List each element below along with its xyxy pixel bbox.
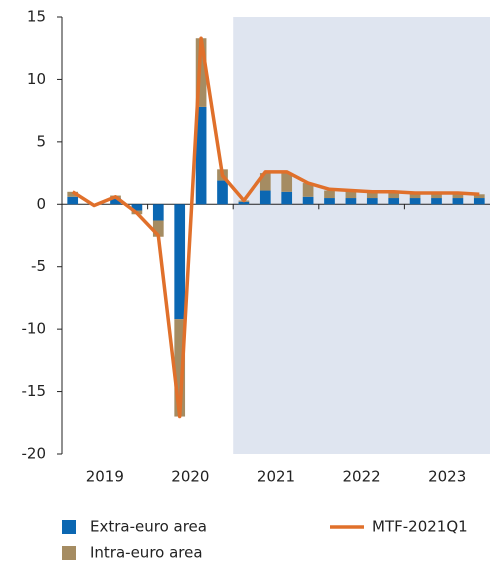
bar bbox=[345, 190, 357, 199]
projection-shade bbox=[233, 17, 490, 454]
bar bbox=[131, 204, 143, 211]
legend-swatch bbox=[62, 546, 76, 560]
x-year-label: 2022 bbox=[343, 468, 381, 486]
bar bbox=[388, 198, 400, 205]
bar bbox=[324, 198, 335, 205]
bar bbox=[473, 194, 485, 199]
bar bbox=[195, 106, 207, 205]
bar bbox=[473, 198, 485, 205]
x-year-label: 2023 bbox=[428, 468, 466, 486]
bar bbox=[324, 190, 335, 199]
y-tick-label: 5 bbox=[36, 132, 46, 150]
bar bbox=[409, 193, 421, 199]
y-tick-label: 15 bbox=[27, 8, 46, 26]
y-tick-label: -15 bbox=[22, 382, 47, 400]
y-tick-label: -20 bbox=[22, 445, 47, 463]
bar bbox=[67, 196, 79, 205]
x-year-label: 2020 bbox=[171, 468, 209, 486]
bar bbox=[152, 204, 164, 221]
x-year-label: 2021 bbox=[257, 468, 295, 486]
bar bbox=[409, 198, 421, 205]
bar bbox=[281, 191, 293, 205]
y-tick-label: 0 bbox=[36, 195, 46, 213]
y-tick-label: -10 bbox=[22, 320, 47, 338]
bar bbox=[431, 193, 442, 199]
line bbox=[71, 36, 480, 419]
bar bbox=[217, 180, 228, 205]
bar bbox=[152, 220, 164, 237]
bar bbox=[174, 319, 186, 417]
bar bbox=[195, 38, 207, 107]
bar bbox=[431, 198, 442, 205]
bar bbox=[345, 198, 357, 205]
legend-label: Intra-euro area bbox=[90, 544, 203, 562]
bar bbox=[452, 193, 464, 199]
y-tick-label: 10 bbox=[27, 70, 46, 88]
bar bbox=[174, 204, 186, 320]
legend-swatch bbox=[62, 520, 76, 534]
bar bbox=[388, 191, 400, 199]
bar bbox=[110, 198, 121, 205]
bar bbox=[366, 191, 378, 199]
bar bbox=[302, 196, 314, 205]
y-tick-label: -5 bbox=[31, 257, 46, 275]
bar bbox=[452, 198, 464, 205]
legend-label: MTF-2021Q1 bbox=[372, 518, 468, 536]
x-year-label: 2019 bbox=[86, 468, 124, 486]
bar bbox=[366, 198, 378, 205]
bar bbox=[302, 183, 314, 197]
bar bbox=[259, 190, 271, 205]
bar bbox=[238, 201, 250, 205]
bar bbox=[67, 191, 79, 197]
legend-label: Extra-euro area bbox=[90, 518, 207, 536]
bar bbox=[281, 173, 293, 192]
bar bbox=[259, 173, 271, 191]
